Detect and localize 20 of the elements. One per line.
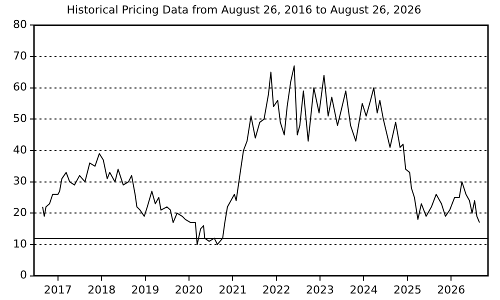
x-tick-label: 2018 [88,283,116,296]
y-tick-label: 20 [13,206,27,220]
x-tick-label: 2024 [350,283,378,296]
y-tick-label: 40 [13,143,27,156]
x-tick-label: 2019 [131,283,160,296]
y-tick-label: 0 [20,268,27,282]
x-tick-label: 2021 [218,283,247,296]
y-tick-label: 10 [13,237,27,250]
x-tick-label: 2025 [393,283,422,296]
x-tick-label: 2022 [262,283,290,296]
y-tick-label: 30 [13,174,27,188]
x-tick-label: 2023 [306,283,334,296]
x-tick-label: 2020 [174,283,203,296]
y-tick-label: 60 [13,80,27,94]
y-tick-label: 80 [13,18,27,32]
y-tick-label: 50 [13,112,27,126]
chart-title: Historical Pricing Data from August 26, 2016 to August 26, 2026 [66,3,422,16]
x-tick-label: 2026 [437,283,466,296]
x-tick-label: 2017 [44,283,72,296]
y-tick-label: 70 [13,49,27,62]
